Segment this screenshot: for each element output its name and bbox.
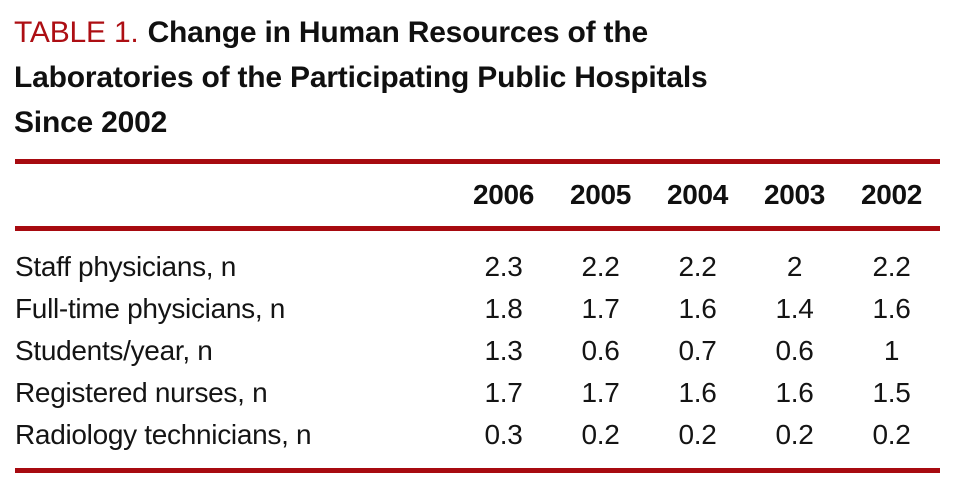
value-cell: 2.2 xyxy=(872,251,911,282)
value-cell: 2.2 xyxy=(581,251,620,282)
value-cell: 1.7 xyxy=(484,377,523,408)
year-column-header: 2002 xyxy=(843,161,940,231)
value-cell: 0.7 xyxy=(678,335,717,366)
title-text-1: Change in Human Resources of the xyxy=(147,16,649,49)
table-row: Registered nurses, n 1.7 1.7 1.6 1.6 1.5 xyxy=(15,371,940,413)
row-label: Staff physicians, n xyxy=(15,251,237,282)
value-cell: 1.6 xyxy=(678,293,717,324)
value-cell: 1.4 xyxy=(775,293,814,324)
value-cell: 2 xyxy=(786,251,803,282)
year-column-header: 2005 xyxy=(552,161,649,231)
table-row: Radiology technicians, n 0.3 0.2 0.2 0.2… xyxy=(15,413,940,471)
value-cell: 2.3 xyxy=(484,251,523,282)
title-line-1: TABLE 1. Change in Human Resources of the xyxy=(14,10,944,55)
row-label: Registered nurses, n xyxy=(15,377,268,408)
value-cell: 0.2 xyxy=(581,419,620,450)
value-cell: 1 xyxy=(883,335,900,366)
year-column-header: 2004 xyxy=(649,161,746,231)
value-cell: 0.2 xyxy=(678,419,717,450)
value-cell: 1.5 xyxy=(872,377,911,408)
value-cell: 1.8 xyxy=(484,293,523,324)
value-cell: 0.3 xyxy=(484,419,523,450)
value-cell: 2.2 xyxy=(678,251,717,282)
value-cell: 1.7 xyxy=(581,293,620,324)
page-title: TABLE 1. Change in Human Resources of the… xyxy=(14,10,944,145)
row-label: Radiology technicians, n xyxy=(15,419,312,450)
value-cell: 0.6 xyxy=(581,335,620,366)
value-cell: 1.3 xyxy=(484,335,523,366)
year-column-header: 2006 xyxy=(455,161,552,231)
table-figure: TABLE 1. Change in Human Resources of the… xyxy=(0,10,964,497)
header-row: 2006 2005 2004 2003 2002 xyxy=(15,161,940,231)
value-cell: 1.6 xyxy=(775,377,814,408)
table-row: Students/year, n 1.3 0.6 0.7 0.6 1 xyxy=(15,329,940,371)
year-column-header: 2003 xyxy=(746,161,843,231)
title-text-2: Laboratories of the Participating Public… xyxy=(14,61,708,94)
value-cell: 1.6 xyxy=(678,377,717,408)
value-cell: 1.7 xyxy=(581,377,620,408)
row-label: Full-time physicians, n xyxy=(15,293,286,324)
value-cell: 0.6 xyxy=(775,335,814,366)
title-text-3: Since 2002 xyxy=(14,106,168,139)
value-cell: 1.6 xyxy=(872,293,911,324)
hr-change-table: 2006 2005 2004 2003 2002 Staff physician… xyxy=(15,159,940,473)
row-label: Students/year, n xyxy=(15,335,213,366)
value-cell: 0.2 xyxy=(775,419,814,450)
table-row: Staff physicians, n 2.3 2.2 2.2 2 2.2 xyxy=(15,229,940,288)
empty-header-cell xyxy=(15,161,455,231)
table-number-label: TABLE 1. xyxy=(14,16,139,49)
value-cell: 0.2 xyxy=(872,419,911,450)
table-row: Full-time physicians, n 1.8 1.7 1.6 1.4 … xyxy=(15,287,940,329)
